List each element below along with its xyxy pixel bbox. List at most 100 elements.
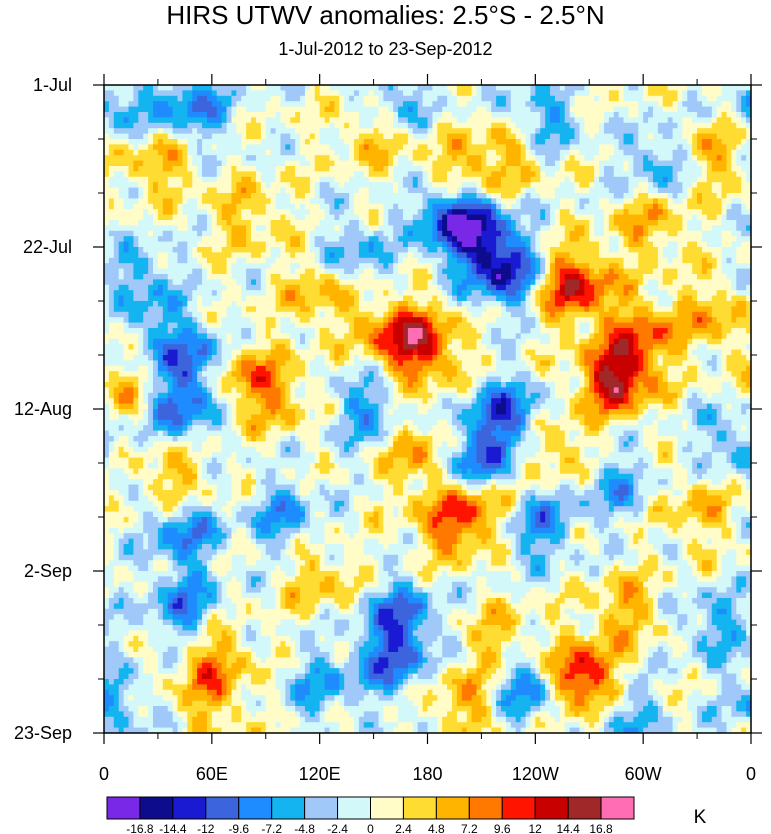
field-cell xyxy=(530,90,536,97)
field-cell xyxy=(216,133,223,140)
field-cell xyxy=(481,95,487,102)
field-cell xyxy=(148,230,154,237)
field-cell xyxy=(118,214,125,221)
field-cell xyxy=(153,182,159,189)
field-cell xyxy=(172,155,179,162)
field-cell xyxy=(344,85,350,91)
field-cell xyxy=(118,160,125,167)
field-cell xyxy=(407,203,414,210)
field-cell xyxy=(569,128,576,135)
field-cell xyxy=(221,182,228,189)
field-cell xyxy=(388,128,394,135)
field-cell xyxy=(157,230,164,237)
field-cell xyxy=(736,166,742,172)
field-cell xyxy=(569,166,576,172)
field-cell xyxy=(643,106,649,113)
field-cell xyxy=(633,274,639,280)
field-cell xyxy=(657,133,664,140)
field-cell xyxy=(437,101,443,108)
field-cell xyxy=(319,257,326,264)
field-cell xyxy=(677,187,683,194)
field-cell xyxy=(128,284,135,291)
field-cell xyxy=(373,171,380,178)
field-cell xyxy=(442,230,448,237)
field-cell xyxy=(265,274,272,280)
field-cell xyxy=(265,263,272,270)
field-cell xyxy=(569,198,576,205)
field-cell xyxy=(461,279,468,286)
field-cell xyxy=(662,187,669,194)
field-cell xyxy=(417,252,424,259)
field-cell xyxy=(383,85,389,91)
field-cell xyxy=(682,117,688,124)
field-cell xyxy=(148,284,154,291)
field-cell xyxy=(697,252,703,259)
field-cell xyxy=(540,193,546,199)
field-cell xyxy=(652,101,659,108)
field-cell xyxy=(412,95,419,102)
field-cell xyxy=(182,90,188,97)
field-cell xyxy=(388,106,394,113)
field-cell xyxy=(393,112,399,118)
field-cell xyxy=(564,193,571,199)
field-cell xyxy=(192,155,198,162)
field-cell xyxy=(491,112,497,118)
field-cell xyxy=(471,182,478,189)
field-cell xyxy=(216,193,223,199)
field-cell xyxy=(192,193,198,199)
field-cell xyxy=(589,176,595,183)
field-cell xyxy=(133,106,139,113)
field-cell xyxy=(393,241,399,248)
field-cell xyxy=(677,176,683,183)
field-cell xyxy=(123,209,130,216)
field-cell xyxy=(692,279,698,286)
field-cell xyxy=(648,252,654,259)
field-cell xyxy=(417,139,424,145)
field-cell xyxy=(133,247,139,253)
field-cell xyxy=(182,149,188,156)
field-cell xyxy=(657,106,664,113)
field-cell xyxy=(368,85,375,91)
field-cell xyxy=(304,247,311,253)
field-cell xyxy=(574,279,581,286)
field-cell xyxy=(701,133,708,140)
field-cell xyxy=(643,198,649,205)
field-cell xyxy=(628,139,634,145)
field-cell xyxy=(520,149,527,156)
field-cell xyxy=(319,149,326,156)
field-cell xyxy=(260,263,267,270)
field-cell xyxy=(437,187,443,194)
field-cell xyxy=(211,160,218,167)
field-cell xyxy=(422,268,429,275)
field-cell xyxy=(128,225,135,232)
field-cell xyxy=(383,144,389,151)
field-cell xyxy=(104,257,110,264)
field-cell xyxy=(407,122,414,129)
field-cell xyxy=(520,155,527,162)
field-cell xyxy=(349,193,355,199)
field-cell xyxy=(393,230,399,237)
field-cell xyxy=(123,122,130,129)
field-cell xyxy=(153,225,159,232)
field-cell xyxy=(545,263,551,270)
field-cell xyxy=(304,160,311,167)
field-cell xyxy=(104,144,110,151)
field-cell xyxy=(197,139,203,145)
field-cell xyxy=(501,155,507,162)
field-cell xyxy=(505,133,512,140)
field-cell xyxy=(564,252,571,259)
field-cell xyxy=(672,230,679,237)
field-cell xyxy=(599,209,605,216)
field-cell xyxy=(437,122,443,129)
field-cell xyxy=(447,230,453,237)
field-cell xyxy=(486,268,492,275)
field-cell xyxy=(402,203,409,210)
field-cell xyxy=(471,122,478,129)
field-cell xyxy=(486,198,492,205)
field-cell xyxy=(687,252,693,259)
field-cell xyxy=(324,220,331,226)
field-cell xyxy=(162,101,169,108)
field-cell xyxy=(540,198,546,205)
field-cell xyxy=(667,95,674,102)
field-cell xyxy=(241,279,247,286)
